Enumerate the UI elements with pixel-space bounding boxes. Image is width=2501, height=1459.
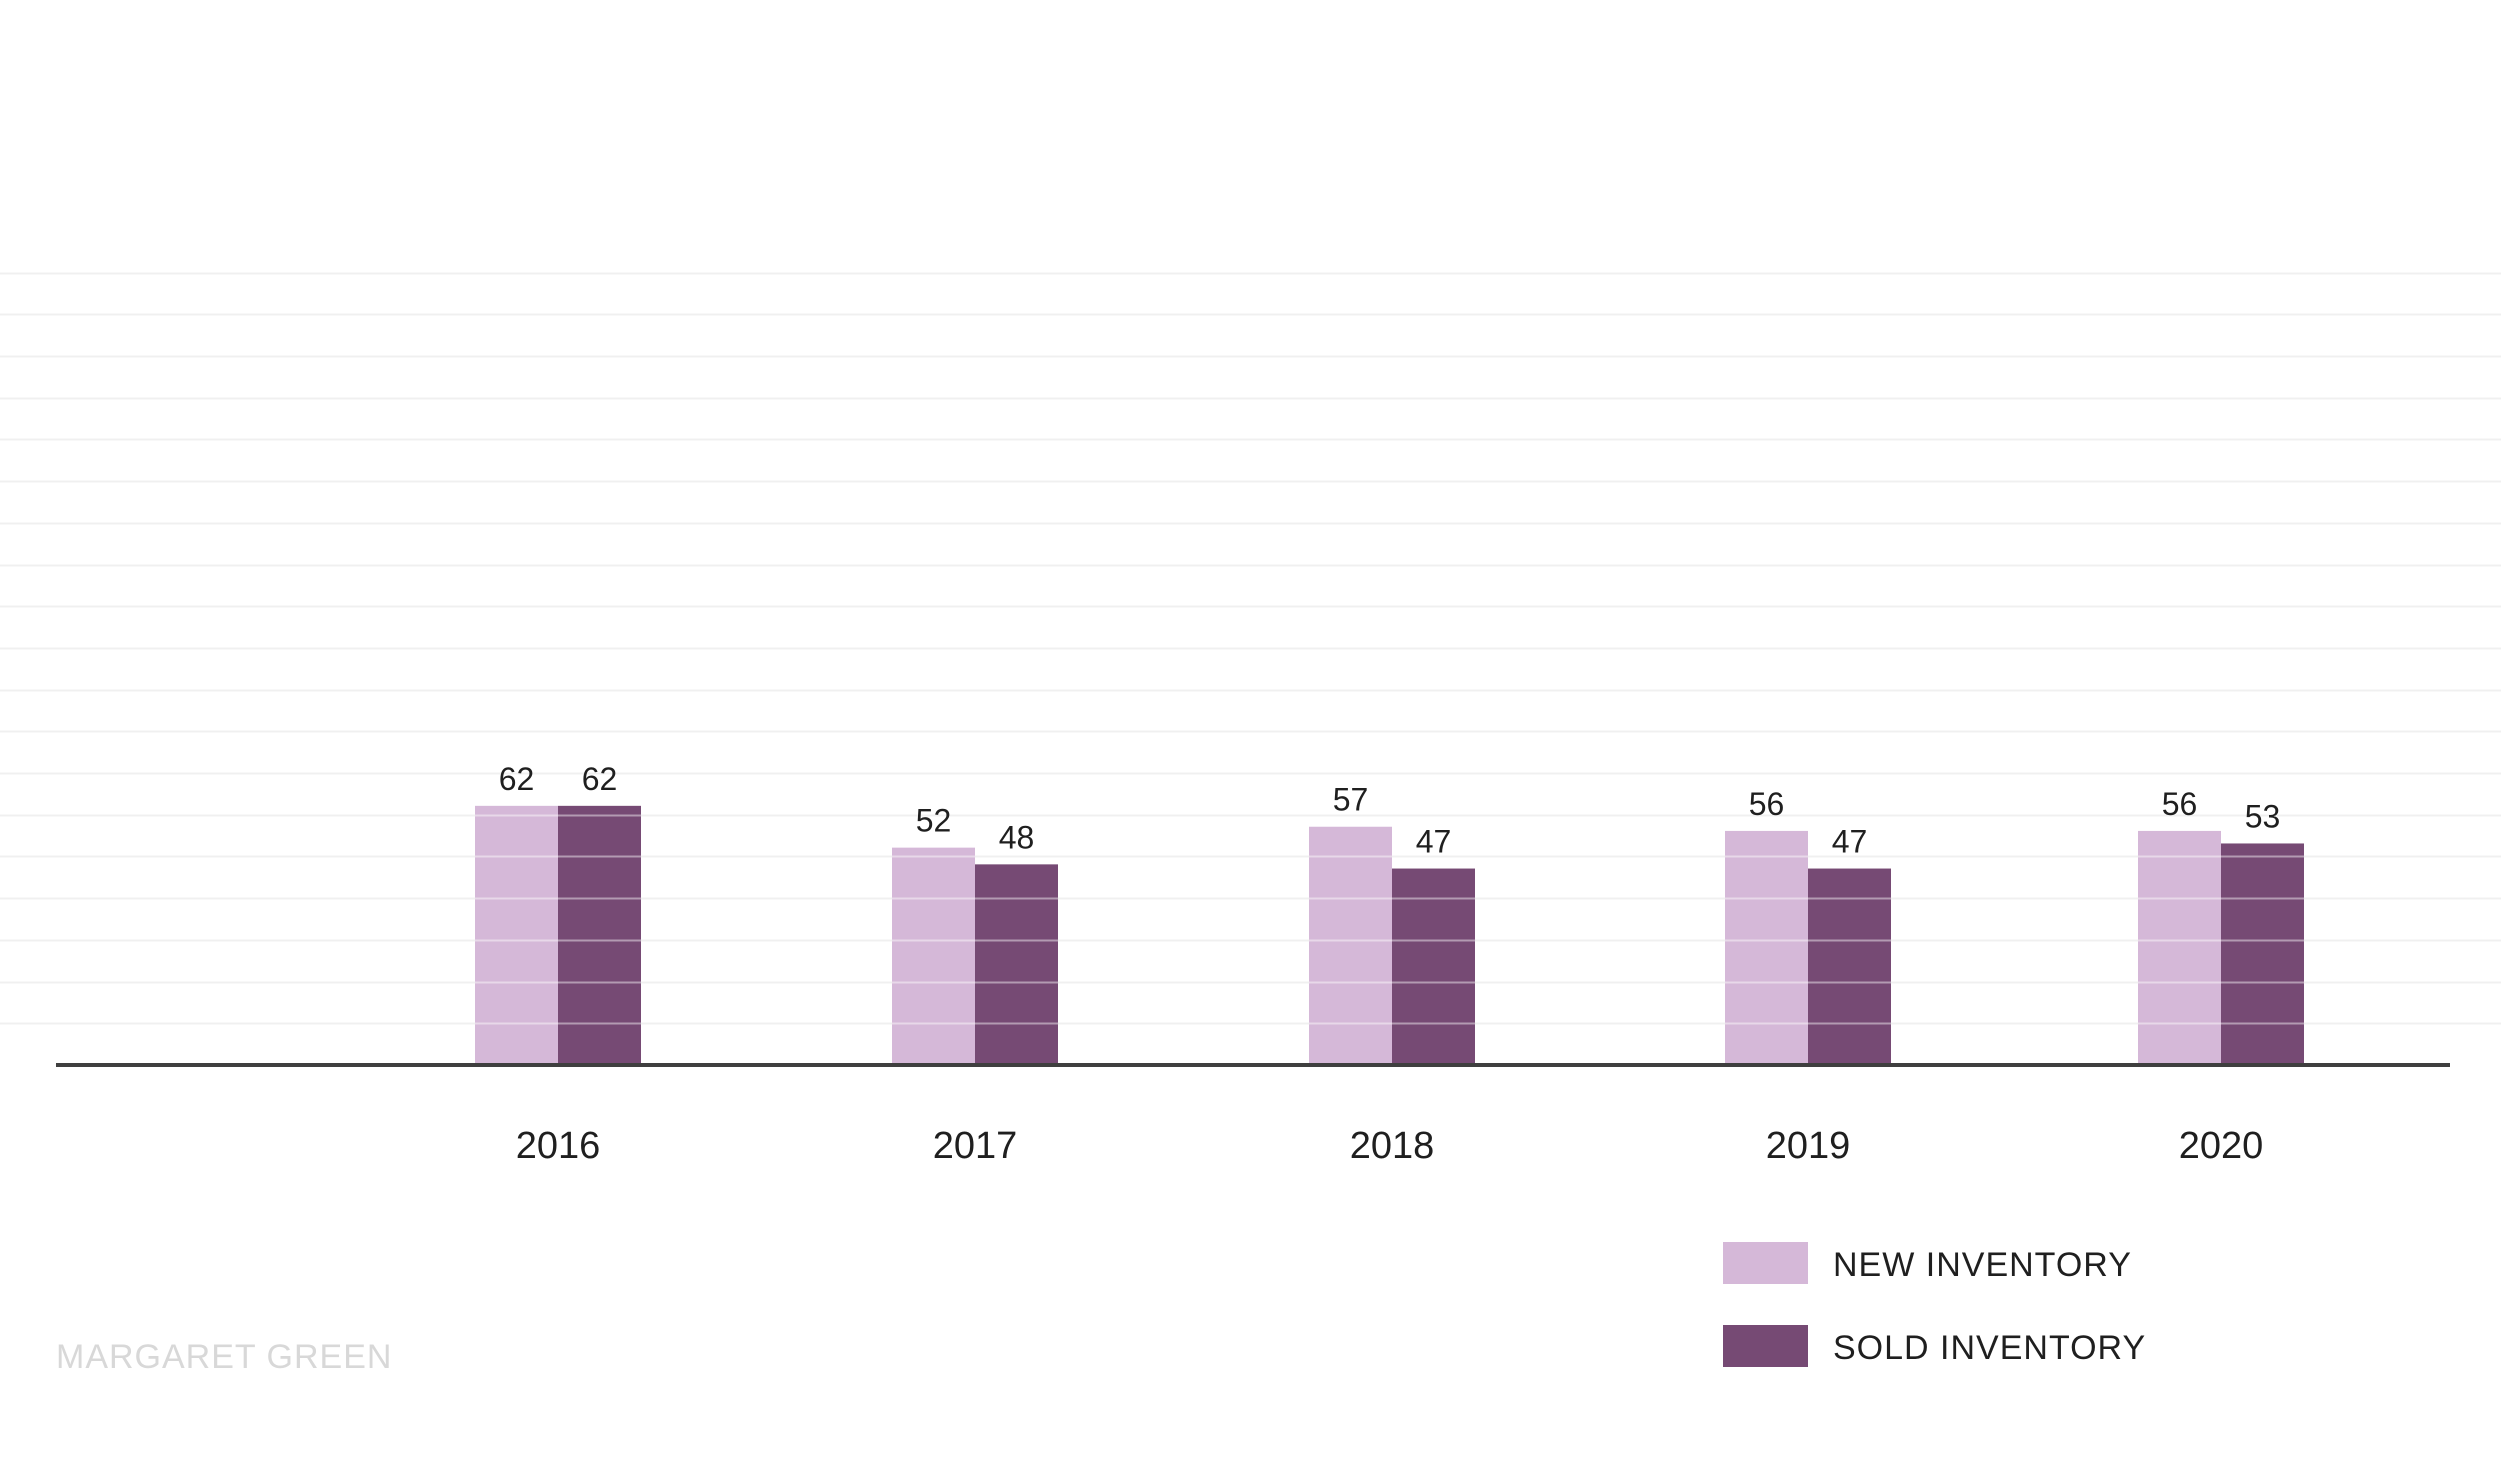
bar-grid-overlay	[475, 814, 2304, 1025]
legend-label-new-inventory: NEW INVENTORY	[1833, 1246, 2132, 1284]
legend-swatch-new-inventory	[1723, 1242, 1808, 1284]
data-label-sold-inventory-2016: 62	[582, 761, 618, 797]
x-tick-label-2018: 2018	[1350, 1125, 1435, 1167]
grid-lines	[0, 272, 2501, 1025]
data-label-new-inventory-2019: 56	[1749, 786, 1785, 822]
legend: NEW INVENTORY SOLD INVENTORY	[1723, 1242, 2146, 1367]
x-tick-labels: 2016 2017 2018 2019 2020	[516, 1125, 2264, 1167]
bar-new-inventory-2019	[1725, 830, 1808, 1065]
bar-sold-inventory-2020	[2221, 843, 2304, 1065]
bar-new-inventory-2020	[2138, 830, 2221, 1065]
data-label-sold-inventory-2020: 53	[2245, 798, 2281, 834]
bar-sold-inventory-2016	[558, 805, 641, 1065]
bar-new-inventory-2018	[1309, 826, 1392, 1065]
bar-new-inventory-2016	[475, 805, 558, 1065]
legend-label-sold-inventory: SOLD INVENTORY	[1833, 1329, 2146, 1367]
x-tick-label-2017: 2017	[933, 1125, 1018, 1167]
x-tick-label-2019: 2019	[1766, 1125, 1851, 1167]
legend-swatch-sold-inventory	[1723, 1325, 1808, 1367]
data-labels: 62 62 52 48 57 47 56 47 56 53	[499, 761, 2281, 860]
data-label-new-inventory-2020: 56	[2162, 786, 2198, 822]
x-tick-label-2020: 2020	[2179, 1125, 2264, 1167]
watermark-text: MARGARET GREEN	[56, 1338, 392, 1376]
data-label-new-inventory-2017: 52	[916, 803, 952, 839]
bars-group	[475, 805, 2304, 1065]
data-label-sold-inventory-2017: 48	[999, 819, 1035, 855]
data-label-sold-inventory-2019: 47	[1832, 824, 1868, 860]
data-label-new-inventory-2016: 62	[499, 761, 535, 797]
x-tick-label-2016: 2016	[516, 1125, 601, 1167]
bar-sold-inventory-2017	[975, 864, 1058, 1065]
data-label-new-inventory-2018: 57	[1333, 782, 1369, 818]
data-label-sold-inventory-2018: 47	[1416, 824, 1452, 860]
bar-sold-inventory-2019	[1808, 868, 1891, 1065]
bar-sold-inventory-2018	[1392, 868, 1475, 1065]
bar-new-inventory-2017	[892, 847, 975, 1065]
